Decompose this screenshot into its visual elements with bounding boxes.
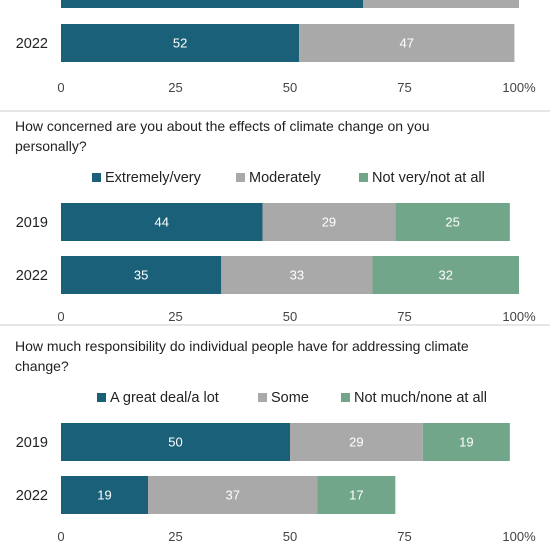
data-label: 25	[445, 215, 459, 230]
x-tick-label: 75	[397, 309, 411, 324]
question-title: How concerned are you about the effects …	[15, 118, 430, 134]
y-category-label: 2022	[16, 488, 48, 504]
data-label: 50	[168, 435, 182, 450]
data-label: 47	[400, 36, 414, 51]
bar-segment-partial-s1	[363, 0, 519, 8]
x-tick-label: 100%	[502, 529, 536, 544]
bar-segment-p3-2019-s2	[422, 423, 510, 461]
bar-segment-p2-2019-s1	[262, 203, 396, 241]
x-tick-label: 0	[57, 529, 64, 544]
legend-swatch	[359, 173, 368, 182]
legend-swatch	[97, 393, 106, 402]
legend-swatch	[92, 173, 101, 182]
data-label: 19	[459, 435, 473, 450]
data-label: 44	[155, 215, 169, 230]
bar-segment-p2-2022-s2	[372, 256, 519, 294]
x-tick-label: 75	[397, 529, 411, 544]
legend-label: Not very/not at all	[372, 170, 485, 186]
bar-segment-p1-2022-s0	[61, 24, 300, 62]
data-label: 29	[349, 435, 363, 450]
data-label: 52	[173, 36, 187, 51]
bar-segment-p3-2019-s1	[290, 423, 423, 461]
x-tick-label: 50	[283, 80, 297, 95]
x-tick-label: 25	[168, 309, 182, 324]
bar-segment-p2-2022-s0	[61, 256, 222, 294]
data-label: 33	[290, 268, 304, 283]
y-category-label: 2022	[16, 268, 48, 284]
x-tick-label: 25	[168, 80, 182, 95]
bar-segment-p2-2022-s1	[221, 256, 373, 294]
question-title: How much responsibility do individual pe…	[15, 338, 469, 354]
x-tick-label: 25	[168, 529, 182, 544]
x-tick-label: 0	[57, 80, 64, 95]
data-label: 29	[322, 215, 336, 230]
y-category-label: 2022	[16, 36, 48, 52]
legend-label: Some	[271, 390, 309, 406]
data-label: 35	[134, 268, 148, 283]
data-label: 17	[349, 488, 363, 503]
question-title: personally?	[15, 138, 87, 154]
data-label: 19	[97, 488, 111, 503]
legend-label: A great deal/a lot	[110, 390, 219, 406]
bar-segment-p1-2022-s1	[299, 24, 515, 62]
legend-label: Moderately	[249, 170, 321, 186]
x-tick-label: 0	[57, 309, 64, 324]
x-tick-label: 75	[397, 80, 411, 95]
x-tick-label: 100%	[502, 80, 536, 95]
data-label: 32	[438, 268, 452, 283]
y-category-label: 2019	[16, 435, 48, 451]
bar-segment-partial-s0	[61, 0, 364, 8]
bar-segment-p2-2019-s2	[395, 203, 510, 241]
data-label: 37	[226, 488, 240, 503]
x-tick-label: 50	[283, 309, 297, 324]
bar-segment-p3-2022-s2	[317, 476, 396, 514]
legend-swatch	[341, 393, 350, 402]
bar-segment-p3-2022-s1	[148, 476, 318, 514]
x-tick-label: 50	[283, 529, 297, 544]
x-tick-label: 100%	[502, 309, 536, 324]
bar-segment-p3-2019-s0	[61, 423, 290, 461]
legend-label: Not much/none at all	[354, 390, 487, 406]
y-category-label: 2019	[16, 215, 48, 231]
legend-swatch	[258, 393, 267, 402]
bar-segment-p3-2022-s0	[61, 476, 149, 514]
bar-segment-p2-2019-s0	[61, 203, 263, 241]
legend-swatch	[236, 173, 245, 182]
question-title: change?	[15, 358, 69, 374]
legend-label: Extremely/very	[105, 170, 202, 186]
